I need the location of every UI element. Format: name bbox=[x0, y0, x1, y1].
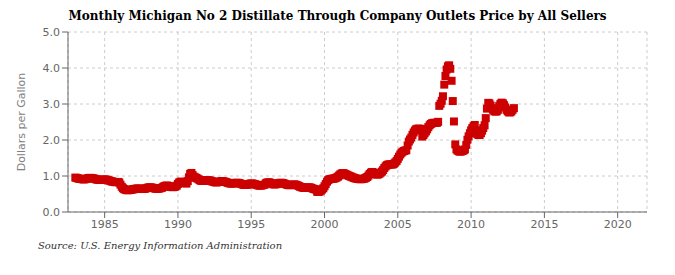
html-text:Source: U.S. Energy Informatio: Source: U.S. Energy Information Administ… bbox=[38, 240, 283, 251]
svg-text:2020: 2020 bbox=[604, 218, 632, 231]
svg-text:1990: 1990 bbox=[164, 218, 192, 231]
svg-text:Dollars per Gallon: Dollars per Gallon bbox=[15, 73, 28, 172]
svg-text:2015: 2015 bbox=[530, 218, 558, 231]
svg-text:1.0: 1.0 bbox=[43, 170, 61, 183]
svg-text:4.0: 4.0 bbox=[43, 62, 61, 75]
svg-text:2.0: 2.0 bbox=[43, 134, 61, 147]
svg-text:1985: 1985 bbox=[91, 218, 119, 231]
svg-text:0.0: 0.0 bbox=[43, 206, 61, 219]
svg-text:5.0: 5.0 bbox=[43, 26, 61, 39]
svg-text:2005: 2005 bbox=[384, 218, 412, 231]
svg-text:2010: 2010 bbox=[457, 218, 485, 231]
svg-text:3.0: 3.0 bbox=[43, 98, 61, 111]
svg-text:2000: 2000 bbox=[311, 218, 339, 231]
svg-text:1995: 1995 bbox=[237, 218, 265, 231]
html-text:Monthly Michigan No 2 Distilla: Monthly Michigan No 2 Distillate Through… bbox=[68, 9, 607, 23]
